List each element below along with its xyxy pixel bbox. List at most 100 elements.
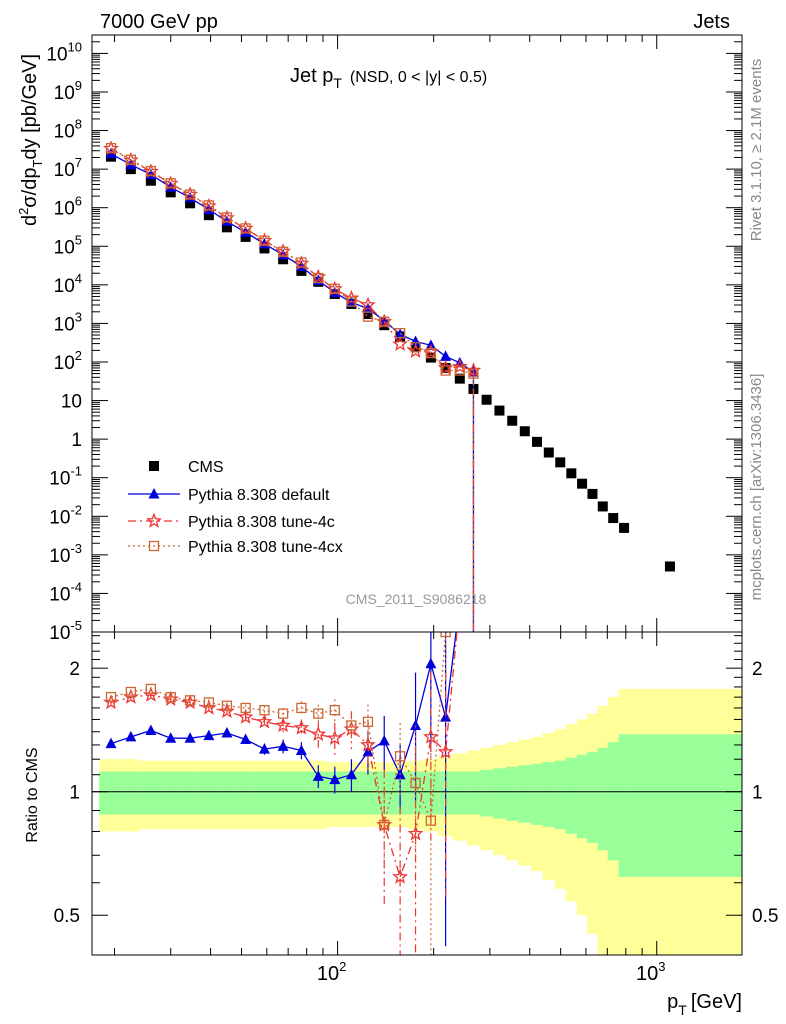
data-point (362, 311, 374, 322)
data-point (394, 327, 406, 339)
ratio-band-green (618, 734, 630, 877)
data-point (240, 223, 251, 234)
ratio-band-green (121, 771, 141, 815)
data-point (221, 222, 232, 233)
x-tick-label: 103 (636, 959, 665, 985)
ratio-y-tick-label: 2 (69, 659, 80, 680)
ratio-band-green (254, 771, 275, 815)
data-point (587, 488, 598, 499)
ratio-band-green (343, 771, 360, 815)
y-tick-label: 10-3 (49, 541, 82, 567)
data-point (597, 501, 608, 512)
ratio-band-green (310, 771, 327, 815)
ratio-y-tick-label-right: 2 (752, 659, 763, 680)
ratio-point (203, 729, 215, 741)
data-point (240, 231, 251, 242)
ratio-band-green (480, 769, 494, 817)
ratio-band-green (531, 763, 544, 825)
ratio-point (203, 697, 215, 708)
data-point (566, 468, 577, 479)
ratio-point (425, 815, 437, 826)
ratio-band-green (542, 762, 556, 828)
y-tick-label: 1 (71, 430, 82, 451)
ratio-point (295, 744, 307, 756)
y-tick-label: 10 (61, 392, 82, 413)
ratio-point (440, 632, 451, 638)
ratio-series-line (110, 632, 458, 879)
ratio-point (165, 691, 176, 703)
ratio-point (360, 736, 376, 752)
ratio-point (125, 686, 137, 698)
header-right-label: Jets (693, 11, 730, 33)
ratio-band-green (99, 771, 122, 815)
ratio-point (379, 819, 390, 831)
data-point (296, 257, 307, 268)
y-tick-label: 10-5 (49, 618, 82, 644)
ratio-band-green (587, 751, 599, 843)
ratio-band-green (139, 771, 162, 815)
data-point (410, 342, 421, 353)
plot-title-sub: T (333, 75, 342, 91)
ratio-point (184, 732, 196, 743)
ratio-series-line (110, 632, 457, 781)
series-line (110, 147, 474, 375)
ratio-point (392, 868, 408, 884)
data-point (329, 283, 340, 294)
data-point (313, 272, 324, 284)
data-point (481, 394, 492, 405)
ratio-band-green (466, 771, 481, 815)
data-point (664, 561, 675, 572)
ratio-point (145, 724, 157, 735)
data-point (454, 373, 465, 384)
data-point (425, 347, 437, 359)
ratio-band-green (493, 768, 507, 819)
data-point (440, 362, 451, 373)
ratio-band-green (576, 754, 588, 839)
ratio-band-green (607, 742, 620, 861)
y-tick-label: 104 (54, 271, 82, 297)
ratio-point (258, 743, 270, 754)
ratio-point (345, 768, 357, 780)
xlabel: pT [GeV] (667, 991, 742, 1018)
data-point (440, 350, 452, 361)
data-point (392, 335, 409, 351)
ratio-y-tick-label-right: 0.5 (752, 906, 778, 927)
series-line (110, 153, 474, 373)
ratio-band-green (359, 771, 377, 815)
data-point (346, 296, 357, 307)
ratio-point (277, 708, 289, 719)
ratio-point (394, 751, 406, 762)
ratio-point (275, 717, 292, 733)
ratio-band-green (597, 747, 609, 851)
ratio-band-green (565, 757, 578, 834)
data-point (531, 436, 542, 447)
data-point (608, 513, 619, 524)
y-tick-label: 106 (54, 194, 82, 220)
ratio-point (329, 705, 340, 716)
ratio-band-green (179, 771, 201, 815)
data-point (519, 426, 530, 437)
mcplots-label: mcplots.cern.ch [arXiv:1306.3436] (748, 374, 765, 601)
data-point (259, 235, 270, 246)
ratio-point (378, 734, 390, 746)
ratio-point (237, 708, 254, 724)
legend-label: CMS (188, 459, 224, 476)
ratio-point (105, 691, 117, 703)
rivet-version-label: Rivet 3.1.10, ≥ 2.1M events (748, 59, 765, 242)
data-point (454, 365, 465, 376)
ratio-point (221, 727, 233, 738)
data-point (451, 358, 468, 374)
ratio-plot-data (92, 632, 742, 955)
y-tick-label: 107 (54, 155, 82, 181)
y-tick-label: 103 (54, 309, 82, 335)
y-tick-label: 102 (54, 348, 82, 374)
main-ylabel: d2σ/dpTdy [pb/GeV] (16, 54, 45, 226)
data-point (555, 457, 566, 468)
header-left-label: 7000 GeV pp (100, 11, 218, 33)
ratio-point (346, 720, 357, 731)
ratio-point (277, 740, 289, 751)
ratio-point (312, 770, 324, 781)
data-point (619, 522, 630, 533)
data-point (362, 309, 373, 320)
